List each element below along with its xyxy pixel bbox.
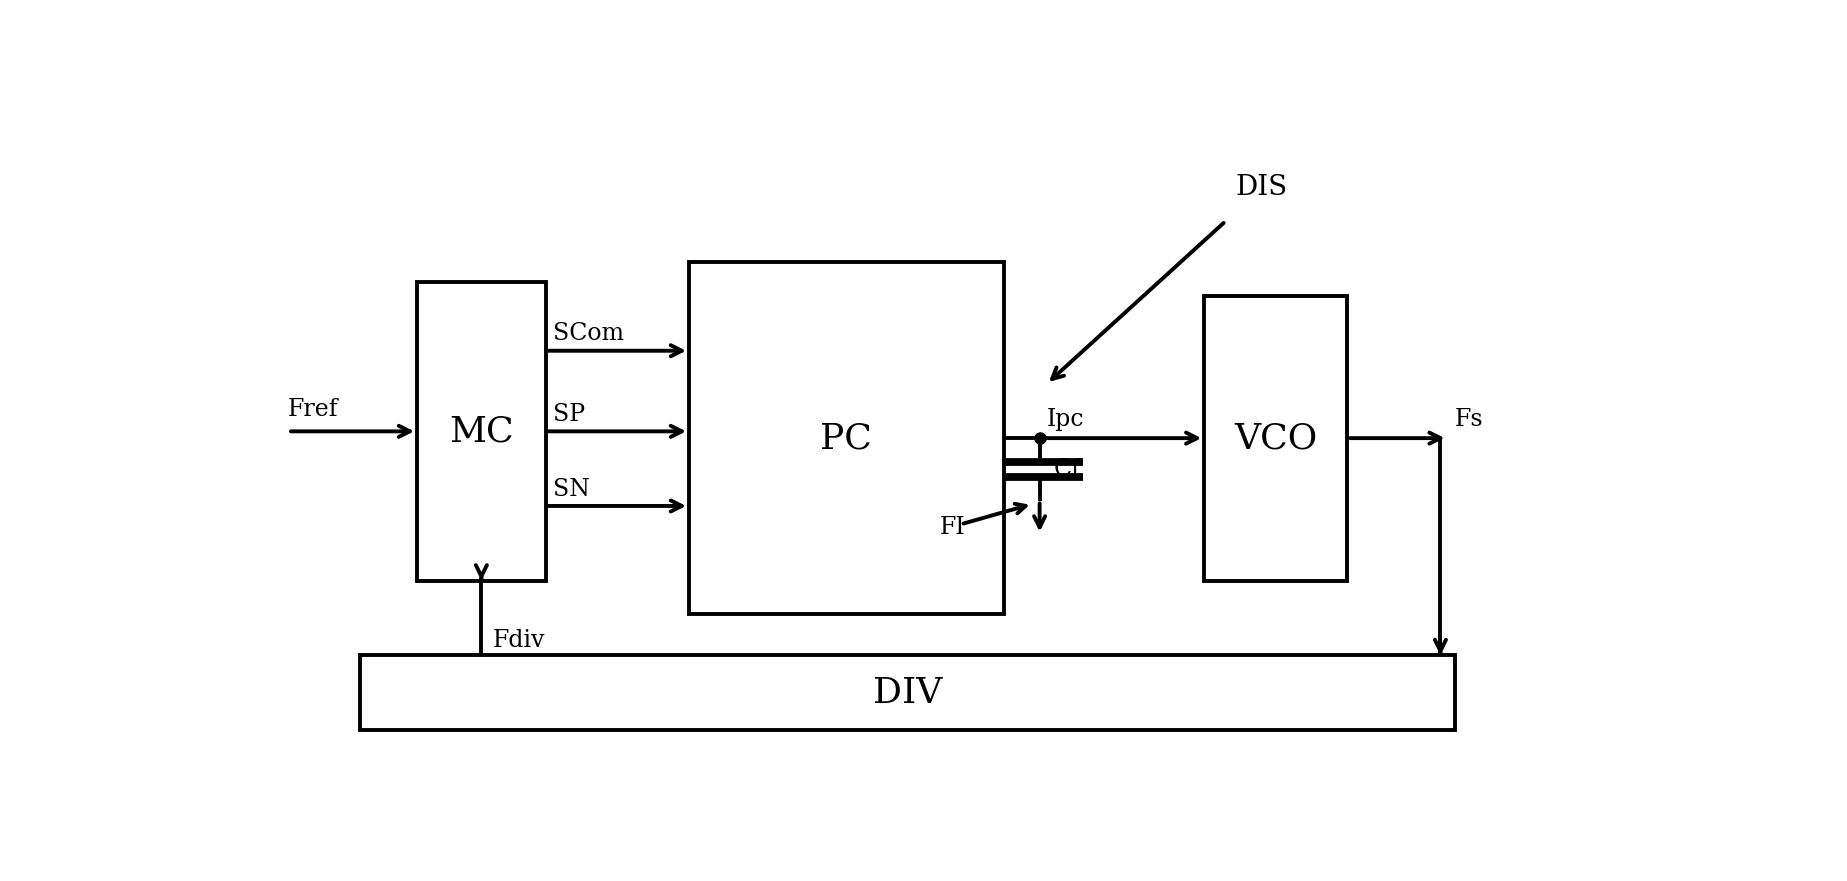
Bar — [689, 262, 1005, 615]
Text: Ipc: Ipc — [1047, 408, 1084, 432]
Text: Fdiv: Fdiv — [493, 629, 545, 652]
Text: DIS: DIS — [1236, 174, 1287, 201]
Bar — [360, 655, 1455, 729]
Text: VCO: VCO — [1234, 421, 1317, 455]
Bar — [1204, 296, 1348, 581]
Text: SN: SN — [552, 478, 589, 500]
Text: PC: PC — [820, 421, 872, 455]
Text: SP: SP — [552, 403, 585, 426]
Bar — [417, 282, 547, 581]
Text: Fref: Fref — [288, 398, 338, 421]
Text: FI: FI — [940, 516, 964, 539]
Text: Cf: Cf — [1055, 458, 1080, 481]
Text: SCom: SCom — [552, 322, 624, 345]
Text: MC: MC — [449, 414, 513, 448]
Text: Fs: Fs — [1455, 408, 1483, 432]
Text: DIV: DIV — [872, 676, 942, 709]
